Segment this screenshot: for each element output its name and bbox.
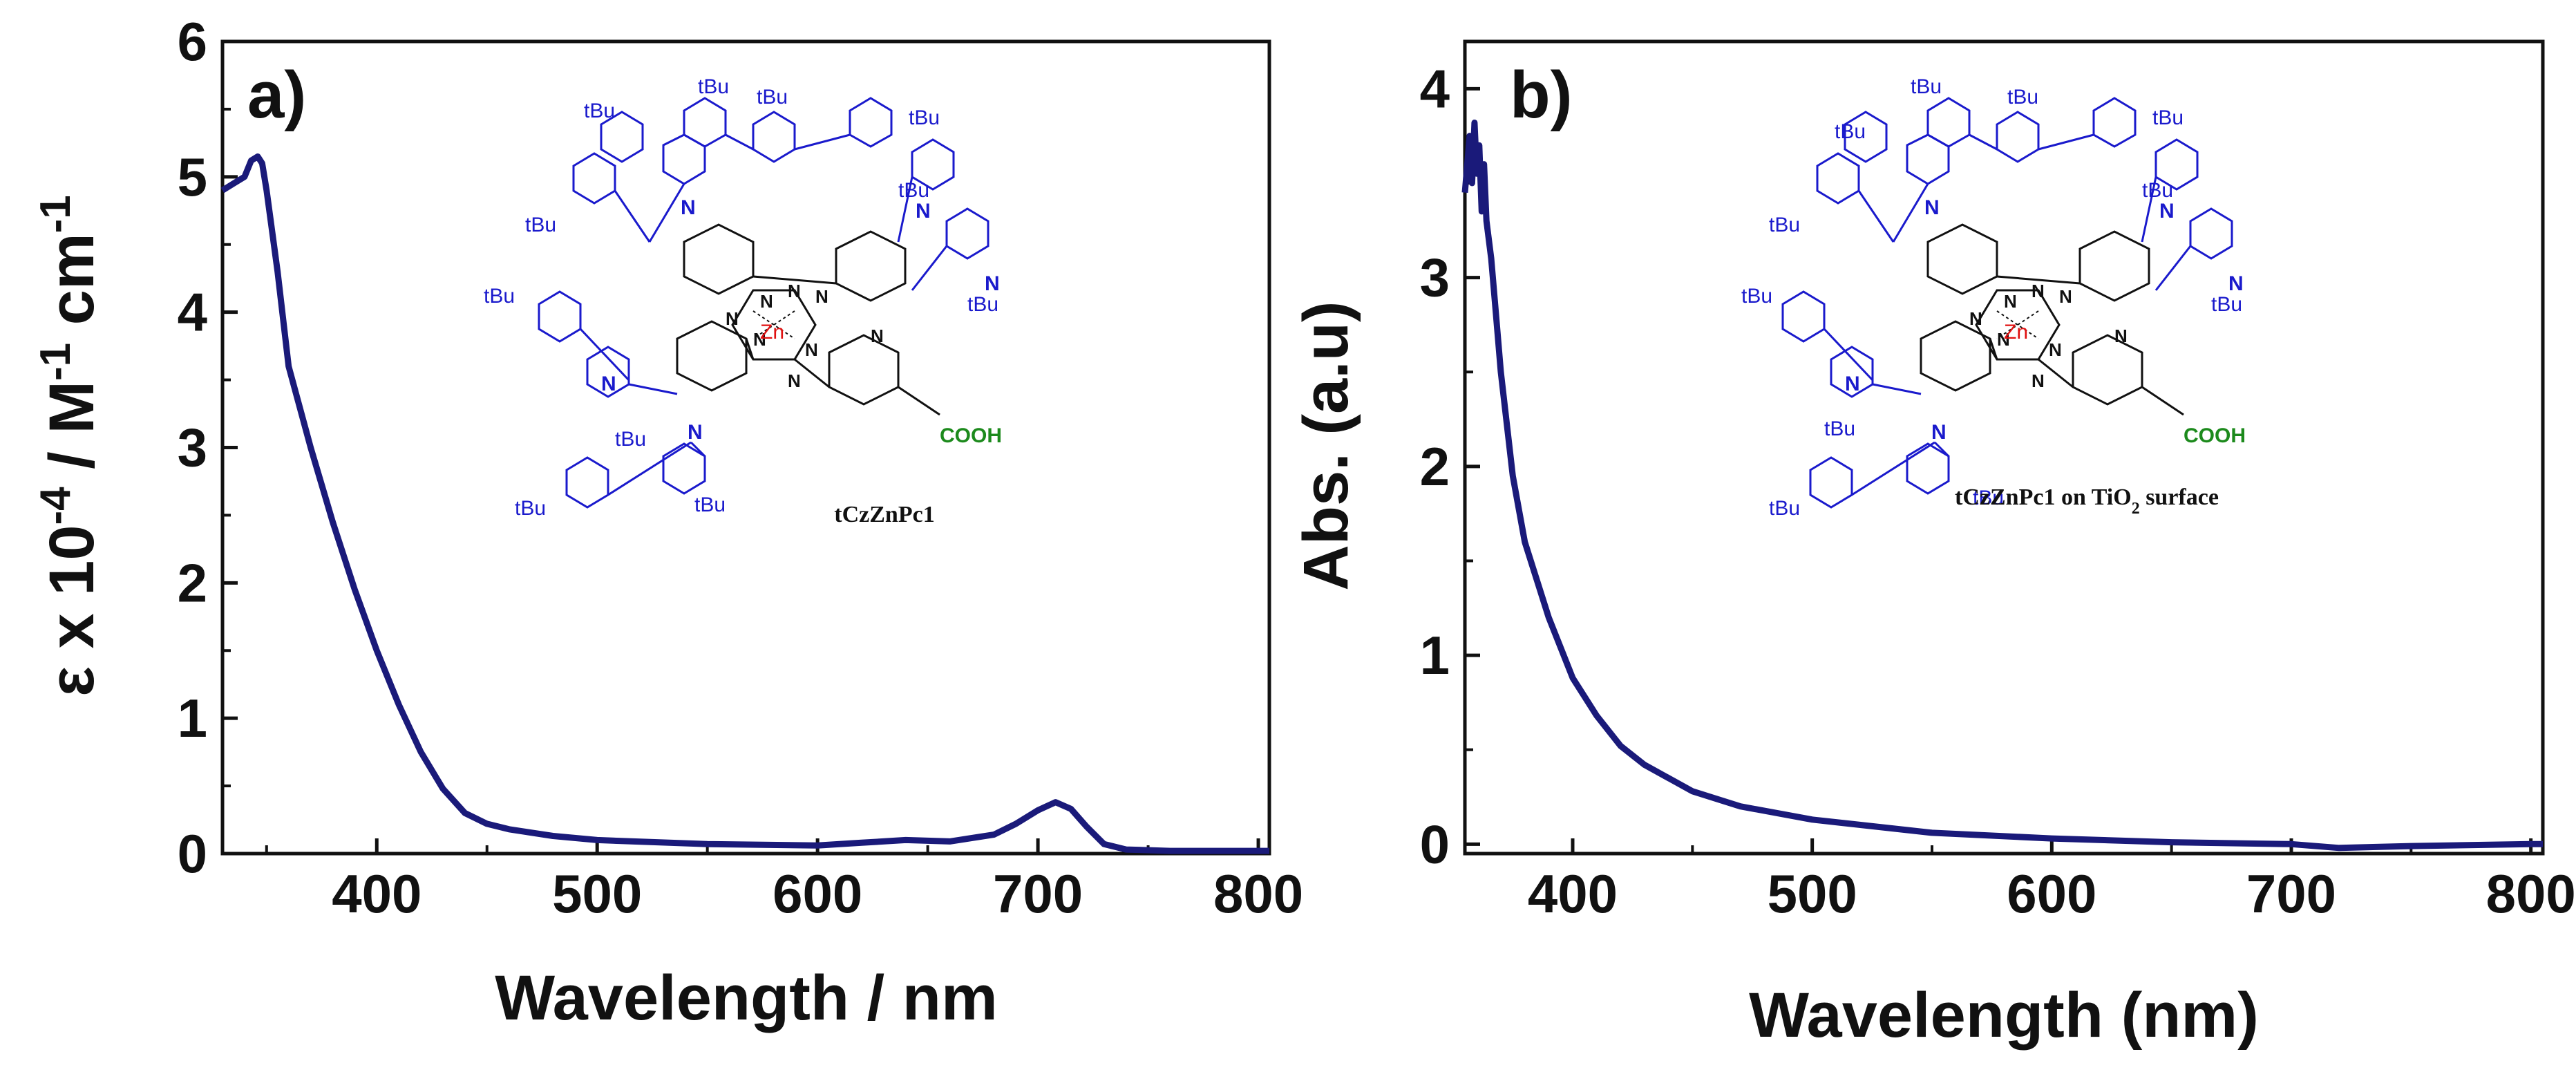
panel-a-y-tick-label: 5 [178,147,207,207]
panel-a-n-label: N [985,272,1000,295]
panel-a-molecule-structure: tBu tBu tBu tBu tBu tBu tBu tBu tBu tBu … [484,75,1002,527]
panel-a-y-tick-label: 3 [178,417,207,478]
panel-a-n-label: N [601,373,616,395]
panel-a-n-label: N [681,196,696,219]
panel-a-phthalocyanine-core [676,223,940,416]
panel-b-tbu-label: tBu [1769,497,1800,520]
panel-b-series-line [1461,120,2543,852]
panel-a-tbu-label: tBu [615,428,646,451]
panel-b-x-tick-label: 700 [2246,863,2336,924]
panel-a-core-n: N [753,329,766,350]
panel-a-tbu-label: tBu [967,293,998,316]
panel-b-core-n: N [2114,326,2128,346]
panel-a-y-axis-title: ε x 10-4 / M-1 cm-1 [32,195,108,697]
panel-a-core-n: N [788,281,801,301]
panel-a-tbu-label: tBu [909,106,940,129]
panel-a-y-ticks: 0 1 2 3 4 5 6 [178,11,238,884]
panel-a-core-n: N [871,326,884,346]
panel-a-molecule-caption: tCzZnPc1 [834,502,934,527]
panel-a-core-n: N [805,339,818,360]
panel-a-core-n: N [815,286,828,307]
panel-b-tbu-label: tBu [1973,487,2004,509]
panel-b-core-n: N [2049,339,2062,360]
panel-b-x-tick-label: 800 [2486,863,2576,924]
panel-a-y-tick-label: 4 [178,282,207,343]
panel-b-y-tick-label: 2 [1420,436,1450,497]
panel-a-tbu-label: tBu [698,75,729,98]
panel-b-x-tick-label: 400 [1528,863,1618,924]
panel-b-molecule-structure: tBu tBu tBu tBu tBu tBu tBu tBu tBu tBu … [1741,75,2246,520]
panel-b-x-tick-label: 500 [1768,863,1857,924]
panel-b-n-label: N [1924,196,1940,219]
panel-b-n-label: N [1931,421,1947,444]
panel-b-tbu-label: tBu [1769,214,1800,236]
panel-b-carbazole-groups [1781,97,2233,509]
panel-b-x-tick-label: 600 [2007,863,2096,924]
panel-b-core-n: N [2032,370,2045,391]
panel-a-x-tick-label: 600 [773,863,862,924]
panel-b-tbu-label: tBu [2211,293,2242,316]
panel-b-tbu-label: tBu [1835,120,1866,143]
panel-a-plot-frame [220,39,1271,856]
panel-a-y-tick-label: 2 [178,552,207,613]
panel-b-core-n: N [2059,286,2072,307]
panel-a-tbu-label: tBu [515,497,546,520]
panel-a-tbu-label: tBu [484,285,515,308]
panel-a-carbazole-groups [538,97,989,509]
panel-a-y-tick-label: 0 [178,823,207,884]
panel-a-core-n: N [726,308,739,329]
panel-a-tbu-label: tBu [757,86,788,109]
panel-a-tbu-label: tBu [584,100,615,122]
panel-b-x-ticks: 400 500 600 700 800 [1528,838,2576,924]
panel-b-y-axis-title: Abs. (a.u) [1291,301,1361,590]
panel-b-tbu-label: tBu [1911,75,1942,98]
panel-a-tbu-label: tBu [694,493,726,516]
panel-a-x-tick-label: 500 [552,863,642,924]
panel-b-core-n: N [2004,291,2017,312]
panel-b-plot-frame [1463,39,2545,856]
panel-b-y-tick-label: 0 [1420,814,1450,874]
panel-b-tbu-label: tBu [1824,417,1855,440]
panel-a-x-tick-label: 800 [1213,863,1303,924]
panel-a-x-tick-label: 700 [993,863,1083,924]
panel-a-n-label: N [916,200,931,223]
panel-b-n-label: N [2159,200,2175,223]
panel-a-y-tick-label: 6 [178,11,207,72]
panel-b-y-ticks: 0 1 2 3 4 [1420,58,1480,874]
panel-b-tbu-label: tBu [2152,106,2184,129]
panel-b-tbu-label: tBu [2142,179,2173,202]
panel-b-chart: 400 500 600 700 800 0 1 2 3 4 b) Wavelength (nm)… [1291,39,2576,1051]
panel-b-y-tick-label: 4 [1420,58,1450,119]
panel-b-label: b) [1510,58,1573,132]
panel-a-label: a) [247,58,306,132]
panel-b-y-tick-label: 3 [1420,247,1450,308]
panel-a-cooh-label: COOH [940,424,1002,447]
panel-b-zn-label: Zn [2004,321,2028,344]
panel-a-tbu-label: tBu [525,214,556,236]
panel-b-tbu-label: tBu [2007,86,2038,109]
panel-b-core-n: N [2032,281,2045,301]
panel-b-phthalocyanine-core [1920,223,2184,416]
panel-a-x-tick-label: 400 [332,863,422,924]
panel-a-n-label: N [688,421,703,444]
panel-b-y-tick-label: 1 [1420,625,1450,686]
panel-a-tbu-label: tBu [898,179,929,202]
panel-b-molecule-caption: tCzZnPc1 on TiO2 surface [1955,485,2219,518]
panel-a-series-line [220,153,1269,854]
panel-a-x-axis-title: Wavelength / nm [495,963,998,1033]
panel-b-tbu-label: tBu [1741,285,1772,308]
panel-a-chart: 400 500 600 700 800 0 1 2 3 4 5 6 a) Wavelength / … [32,11,1304,1033]
panel-b-n-label: N [2228,272,2244,295]
panel-b-core-n: N [1969,308,1982,329]
panel-b-cooh-label: COOH [2184,424,2246,447]
panel-a-core-n: N [760,291,773,312]
panel-a-core-n: N [788,370,801,391]
panel-a-y-tick-label: 1 [178,688,207,749]
panel-b-n-label: N [1845,373,1860,395]
panel-a-zn-label: Zn [760,321,784,344]
panel-b-x-axis-title: Wavelength (nm) [1749,980,2259,1051]
panel-b-core-n: N [1997,329,2010,350]
